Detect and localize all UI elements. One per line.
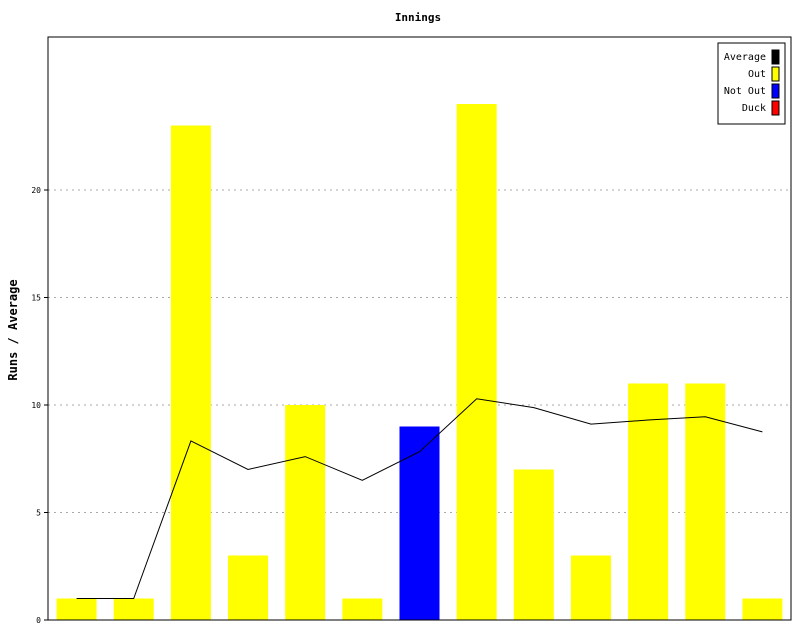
bar-out [456,104,497,620]
bar-out [170,125,211,620]
y-tick-label: 10 [31,401,41,410]
average-line-group [76,398,763,599]
legend-label: Duck [742,103,766,114]
bars [56,104,783,620]
bar-out [285,405,326,620]
bar-out [628,383,669,620]
bar-out [342,598,383,620]
chart-title: Innings [395,11,441,24]
bar-out [685,383,726,620]
y-tick-label: 15 [31,294,41,303]
legend-swatch [771,49,780,65]
legend-label: Not Out [724,86,766,97]
plot-frame [47,36,792,621]
bar-out [228,555,269,620]
y-tick-label: 0 [36,616,41,625]
y-axis-label: Runs / Average [6,279,20,380]
bar-out [570,555,611,620]
average-line [76,398,763,599]
bar-out [113,598,154,620]
bar-out [513,469,554,620]
y-axis-ticks: 0 5 10 15 20 [31,186,48,625]
legend-label: Average [724,52,766,63]
legend-swatch [771,83,780,99]
y-tick-label: 20 [31,186,41,195]
y-tick-label: 5 [36,509,41,518]
legend-swatch [771,66,780,82]
bar-out [56,598,97,620]
legend-label: Out [748,69,766,80]
bar-out [742,598,783,620]
legend: Average Out Not Out Duck [717,42,786,125]
legend-swatch [771,100,780,116]
bar-not-out [399,426,440,620]
